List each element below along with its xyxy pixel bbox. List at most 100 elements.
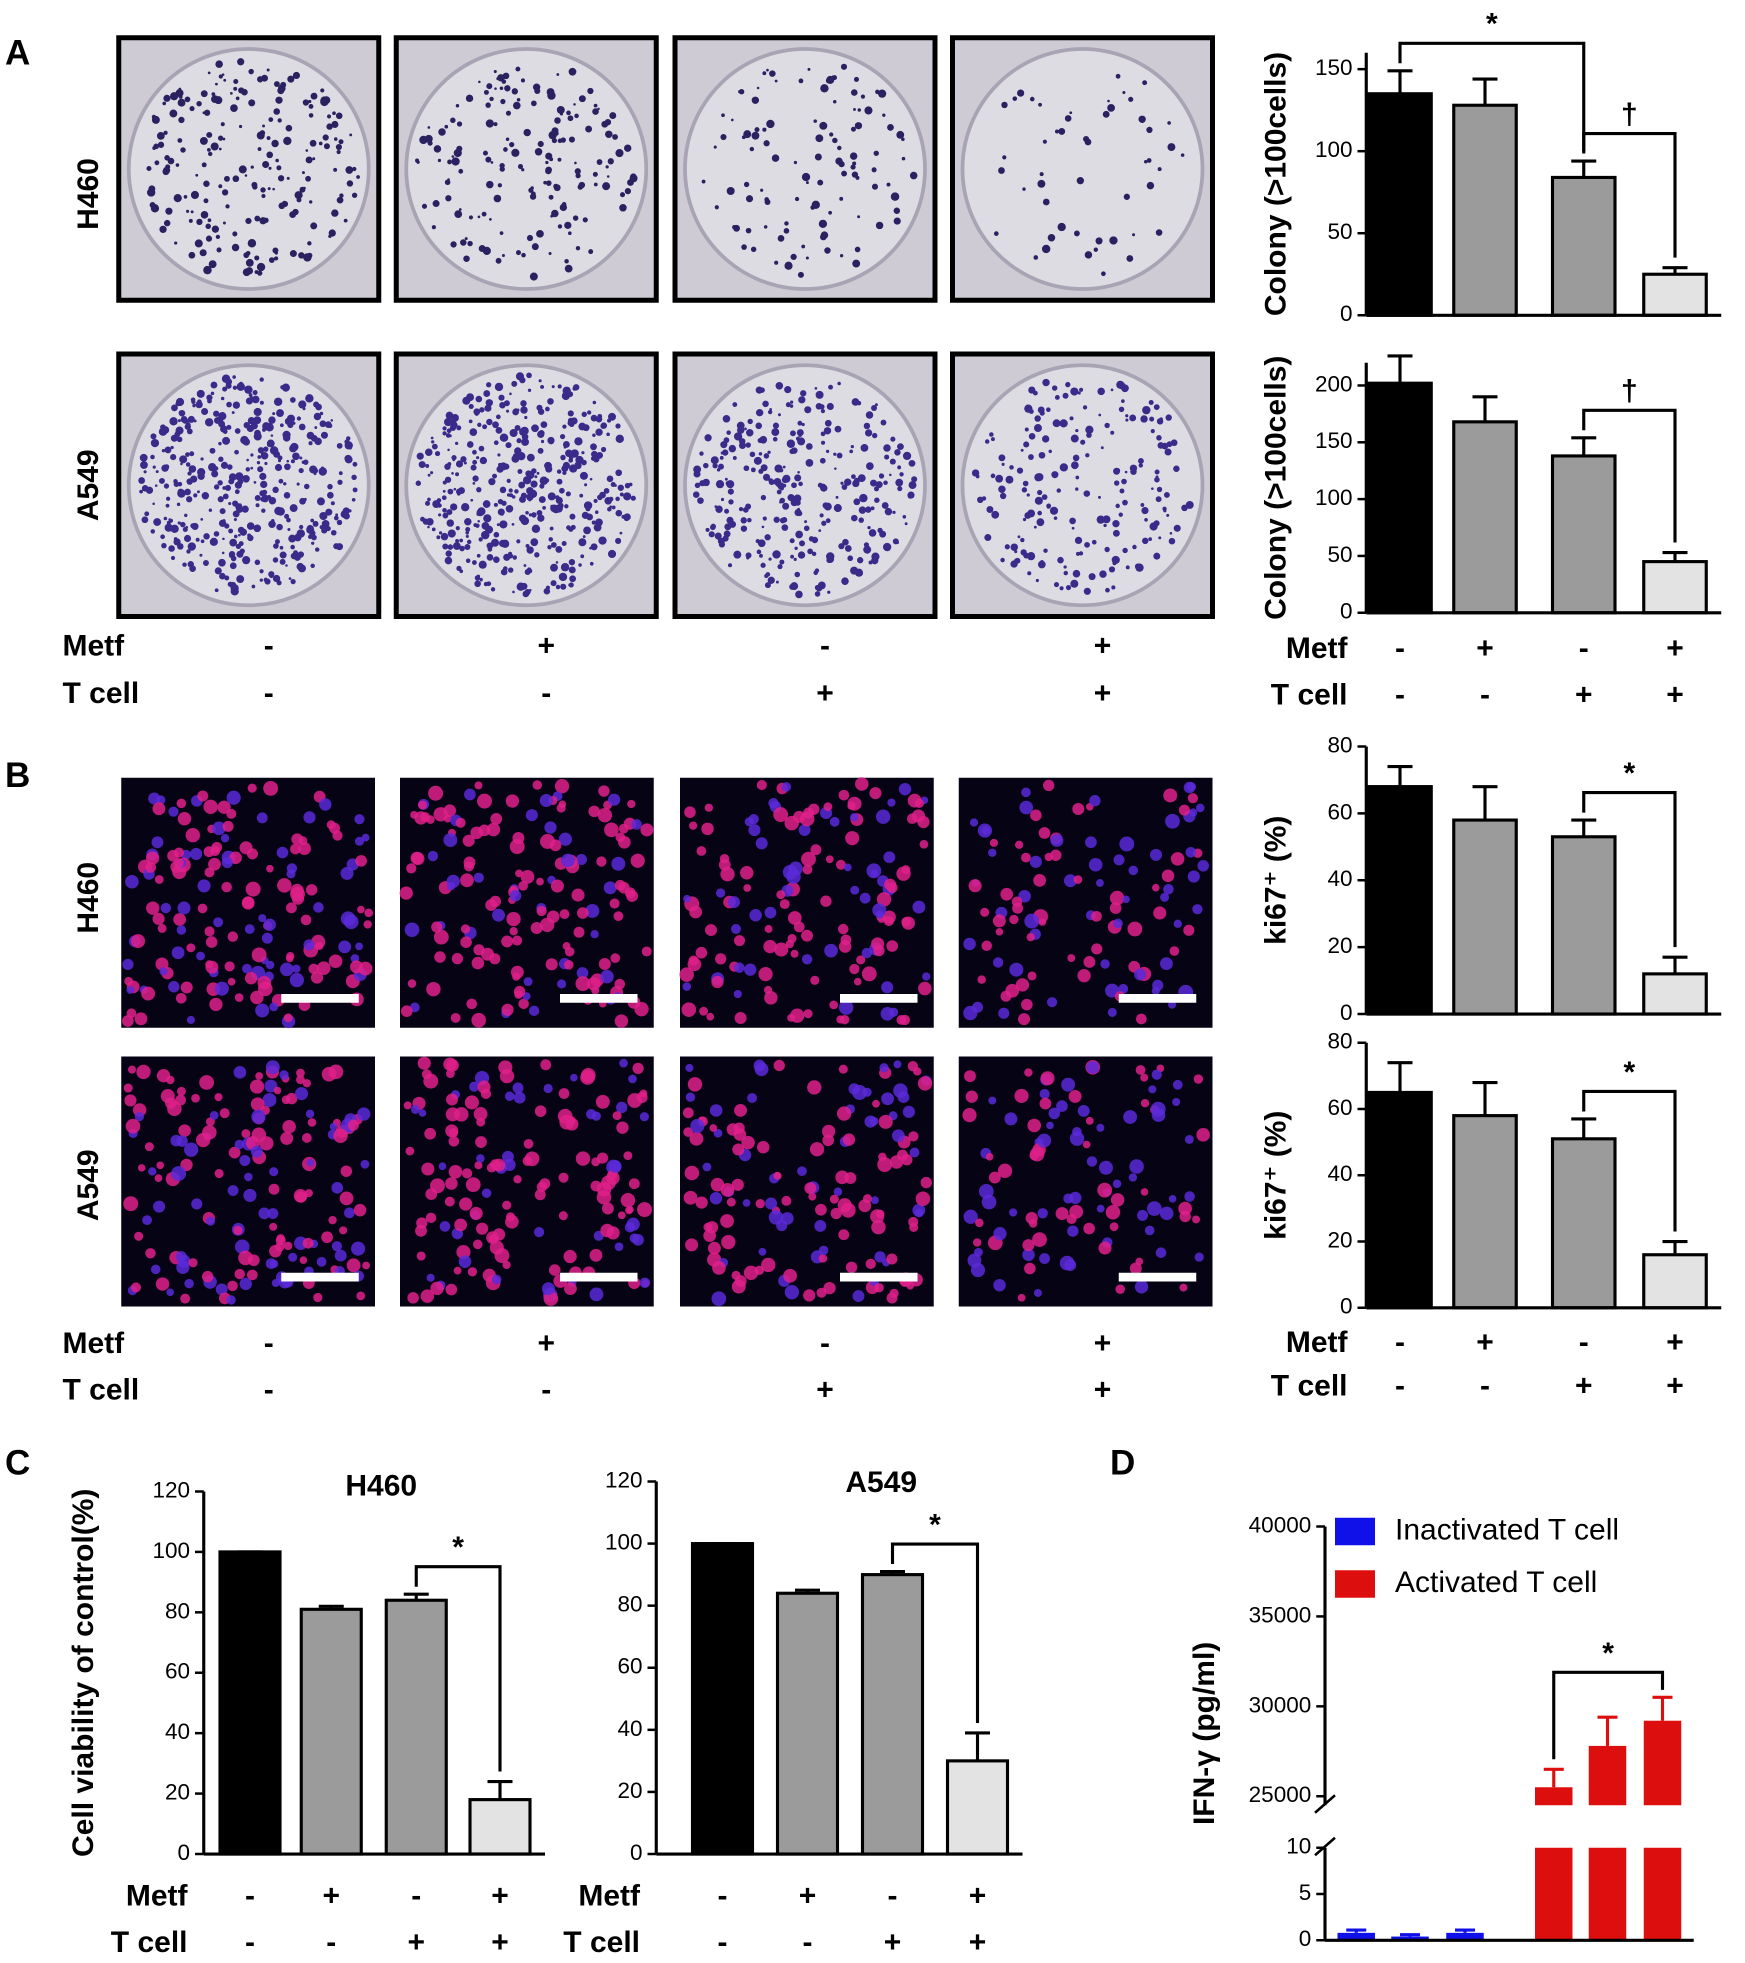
cell (280, 962, 294, 977)
colony (199, 553, 203, 557)
cell (711, 975, 724, 989)
colony (515, 372, 525, 381)
colony (262, 160, 270, 169)
colony (163, 483, 170, 489)
colony (531, 512, 537, 518)
cell (418, 1109, 427, 1117)
colony (189, 106, 195, 112)
cell (1119, 836, 1135, 852)
cell (1024, 913, 1040, 929)
cell (687, 957, 702, 972)
colony (345, 166, 354, 174)
colony (444, 124, 449, 129)
colony (208, 508, 213, 512)
colony (998, 454, 1006, 462)
cell (731, 1270, 741, 1281)
colony (800, 390, 807, 397)
colony (511, 148, 520, 157)
colony (243, 252, 250, 259)
cell (829, 816, 840, 827)
cell (1095, 879, 1104, 887)
cell (486, 1162, 497, 1173)
cell (1064, 1259, 1077, 1271)
colony (747, 418, 753, 425)
colony (760, 188, 764, 192)
colony (779, 497, 786, 504)
colony (275, 158, 279, 163)
colony (257, 447, 265, 454)
colony (568, 566, 576, 574)
colony (1074, 536, 1083, 545)
treatment-label: Metf (63, 1327, 126, 1360)
scale-bar (560, 994, 638, 1003)
cell (261, 932, 273, 944)
cell (518, 998, 529, 1010)
colony (991, 437, 995, 442)
colony (230, 555, 237, 562)
cell (358, 961, 373, 976)
cell (732, 1143, 745, 1156)
colony (180, 416, 188, 423)
colony (452, 542, 461, 550)
colony (170, 92, 179, 101)
colony (458, 208, 462, 211)
cell (1140, 1188, 1149, 1196)
colony (518, 514, 527, 523)
cell (861, 966, 877, 982)
treatment-sign: + (407, 1926, 425, 1959)
cell (296, 1075, 305, 1085)
colony (435, 450, 441, 457)
plate (960, 47, 1205, 291)
cell (705, 924, 717, 937)
colony (229, 562, 237, 570)
cell (303, 939, 315, 951)
colony (478, 80, 481, 84)
colony (889, 473, 892, 477)
cell (504, 1091, 515, 1102)
colony (190, 190, 200, 200)
colony (1069, 111, 1073, 115)
colony (170, 555, 176, 561)
cell (130, 1282, 141, 1293)
colony (505, 504, 514, 513)
colony (855, 175, 860, 180)
cell (1097, 1182, 1113, 1198)
cell (167, 1101, 182, 1116)
colony (456, 425, 462, 431)
cell (355, 942, 363, 951)
cell (474, 781, 483, 790)
colony (455, 104, 460, 108)
cell (823, 1281, 836, 1295)
cell (127, 1065, 137, 1074)
cell (1024, 1262, 1036, 1275)
colony (611, 505, 616, 510)
colony (441, 495, 447, 501)
cell (1033, 1289, 1042, 1297)
cell (233, 1066, 247, 1079)
colony (762, 400, 769, 408)
cell (201, 1270, 214, 1283)
cell (702, 1162, 712, 1172)
cell (620, 1192, 636, 1208)
colony (593, 498, 598, 504)
cell (874, 1251, 886, 1263)
cell (870, 1209, 885, 1224)
cell (299, 1256, 308, 1264)
cell (829, 1194, 839, 1204)
treatment-sign: + (1476, 632, 1494, 665)
colony (314, 547, 320, 552)
colony (286, 517, 291, 523)
cell (227, 1185, 239, 1196)
colony (284, 417, 293, 426)
colony (1020, 537, 1025, 543)
cell (176, 798, 187, 809)
colony (579, 471, 588, 480)
cell (804, 1182, 817, 1195)
cell (530, 921, 543, 935)
cell (426, 1273, 435, 1282)
colony (819, 121, 828, 130)
colony (308, 113, 314, 118)
colony (551, 542, 557, 548)
cell (244, 924, 255, 934)
colony (590, 543, 598, 551)
